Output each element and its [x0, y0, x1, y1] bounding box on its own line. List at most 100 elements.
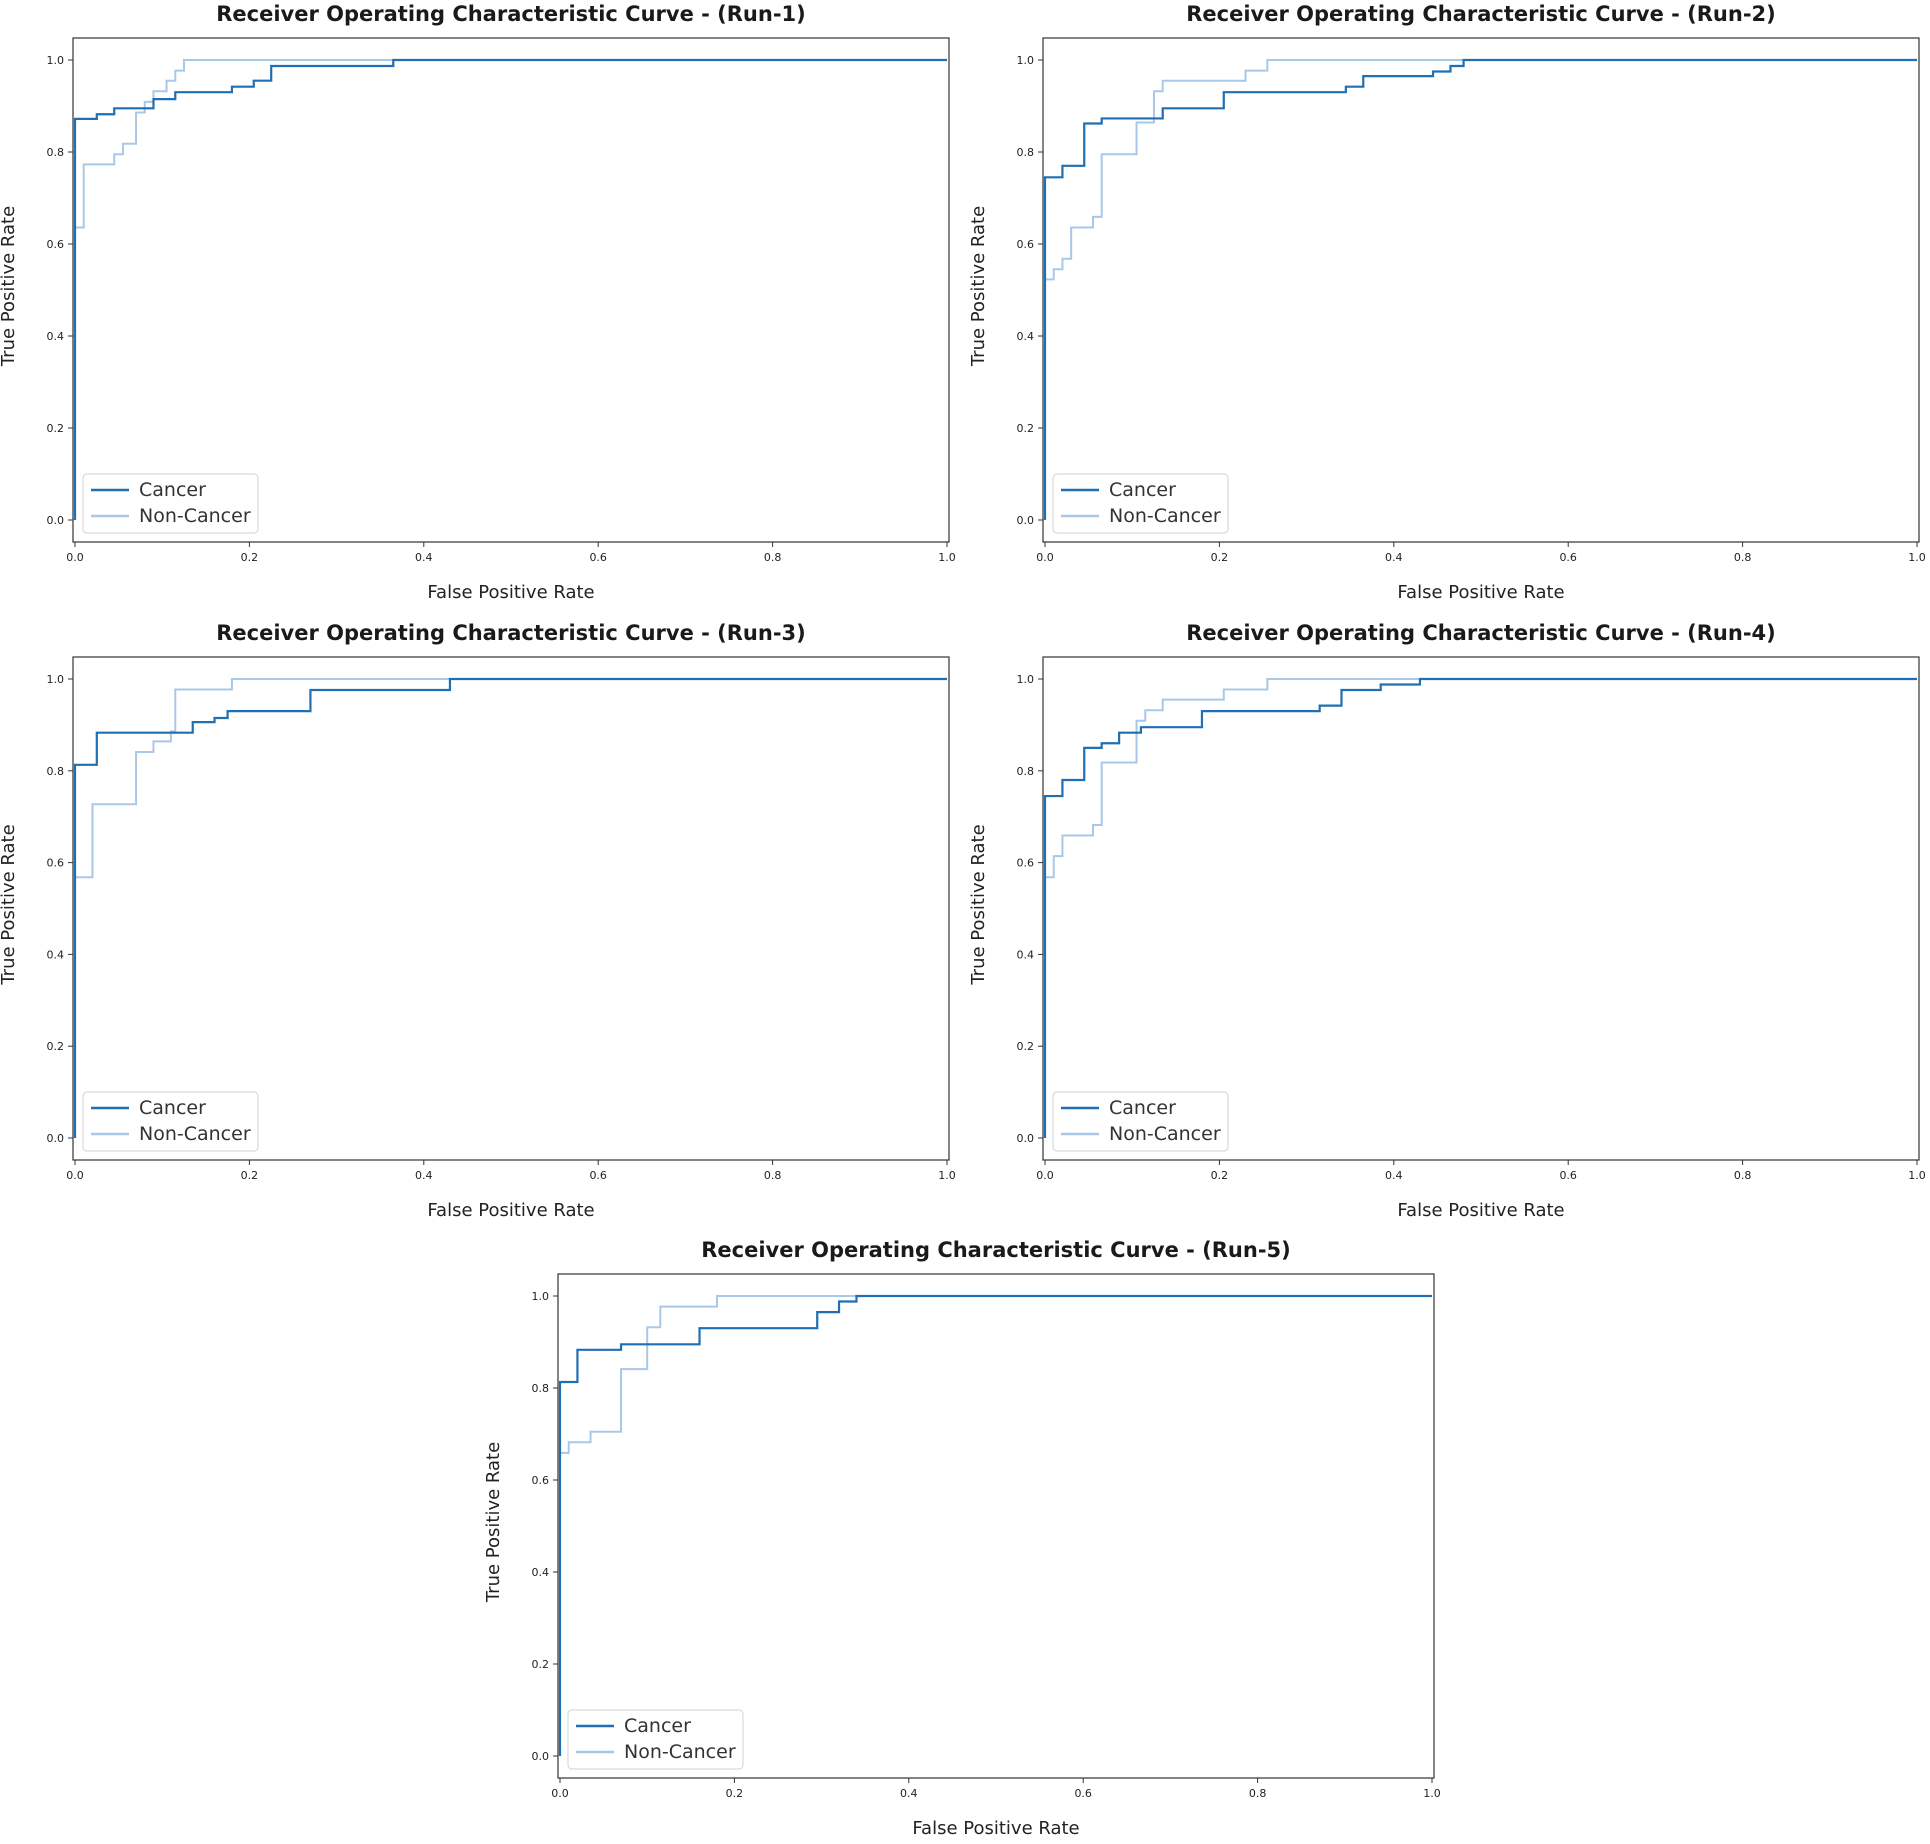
legend-label: Non-Cancer: [139, 1123, 251, 1145]
chart-title: Receiver Operating Characteristic Curve …: [1186, 621, 1776, 645]
y-tick-label: 1.0: [47, 54, 65, 67]
y-axis-label: True Positive Rate: [0, 824, 19, 985]
y-axis-label: True Positive Rate: [483, 1442, 504, 1603]
y-tick-label: 0.0: [532, 1750, 550, 1763]
legend-label: Cancer: [624, 1715, 691, 1737]
axes-frame: [72, 656, 950, 1161]
series-line-non-cancer: [74, 678, 947, 1138]
y-tick-label: 0.0: [47, 1132, 65, 1145]
x-tick-label: 0.2: [1211, 1169, 1229, 1182]
y-tick-label: 0.8: [1017, 146, 1035, 159]
x-tick-label: 0.8: [1249, 1787, 1267, 1800]
legend-label: Cancer: [1109, 1097, 1176, 1119]
x-tick-label: 0.0: [66, 551, 84, 564]
series-line-non-cancer: [1044, 678, 1917, 1138]
series-line-non-cancer: [559, 1295, 1432, 1756]
x-axis-label: False Positive Rate: [1397, 1200, 1564, 1221]
legend-box: [567, 1709, 744, 1770]
x-tick-label: 0.8: [764, 551, 782, 564]
axes-frame: [72, 37, 950, 543]
x-tick-label: 0.6: [1559, 1169, 1577, 1182]
y-tick-label: 0.6: [47, 238, 65, 251]
y-tick-label: 0.2: [532, 1658, 550, 1671]
y-tick-label: 0.4: [47, 948, 65, 961]
series-line-cancer: [73, 58, 947, 520]
roc-panel-run-3: Receiver Operating Characteristic Curve …: [0, 621, 956, 1221]
axes-frame: [1042, 656, 1920, 1161]
legend: Cancer Non-Cancer: [1052, 1091, 1229, 1152]
roc-panel-run-1: Receiver Operating Characteristic Curve …: [0, 2, 956, 603]
legend: Cancer Non-Cancer: [567, 1709, 744, 1770]
x-tick-label: 0.8: [1734, 1169, 1752, 1182]
series-line-cancer: [558, 1294, 1432, 1756]
y-tick-label: 0.4: [47, 330, 65, 343]
legend: Cancer Non-Cancer: [1052, 473, 1229, 534]
legend: Cancer Non-Cancer: [82, 1091, 259, 1152]
y-tick-label: 0.8: [47, 765, 65, 778]
y-axis-label: True Positive Rate: [968, 824, 989, 985]
x-tick-label: 0.4: [415, 1169, 433, 1182]
series-line-cancer: [1043, 58, 1917, 520]
chart-title: Receiver Operating Characteristic Curve …: [216, 2, 806, 26]
y-tick-label: 0.2: [1017, 422, 1035, 435]
x-tick-label: 1.0: [938, 1169, 956, 1182]
x-tick-label: 0.0: [1036, 1169, 1054, 1182]
x-tick-label: 0.6: [589, 1169, 607, 1182]
legend-label: Non-Cancer: [1109, 505, 1221, 527]
y-tick-label: 0.0: [47, 514, 65, 527]
x-axis-label: False Positive Rate: [912, 1818, 1079, 1839]
x-tick-label: 0.0: [551, 1787, 569, 1800]
legend-label: Non-Cancer: [1109, 1123, 1221, 1145]
y-tick-label: 0.4: [532, 1566, 550, 1579]
x-tick-label: 1.0: [1423, 1787, 1441, 1800]
y-axis-label: True Positive Rate: [0, 206, 19, 367]
legend-label: Non-Cancer: [139, 505, 251, 527]
x-tick-label: 0.6: [1074, 1787, 1092, 1800]
chart-title: Receiver Operating Characteristic Curve …: [701, 1238, 1291, 1262]
x-tick-label: 0.2: [241, 1169, 259, 1182]
x-tick-label: 0.8: [1734, 551, 1752, 564]
chart-title: Receiver Operating Characteristic Curve …: [1186, 2, 1776, 26]
x-tick-label: 0.4: [1385, 1169, 1403, 1182]
y-tick-label: 0.6: [1017, 857, 1035, 870]
x-tick-label: 1.0: [1908, 1169, 1926, 1182]
series-line-cancer: [73, 677, 947, 1138]
y-tick-label: 0.4: [1017, 948, 1035, 961]
x-axis-label: False Positive Rate: [427, 582, 594, 603]
legend: Cancer Non-Cancer: [82, 473, 259, 534]
y-tick-label: 0.4: [1017, 330, 1035, 343]
y-tick-label: 0.6: [1017, 238, 1035, 251]
y-tick-label: 0.6: [47, 857, 65, 870]
series-line-cancer: [1043, 677, 1917, 1138]
legend-label: Cancer: [139, 479, 206, 501]
x-tick-label: 1.0: [1908, 551, 1926, 564]
x-tick-label: 0.2: [1211, 551, 1229, 564]
x-tick-label: 0.4: [1385, 551, 1403, 564]
x-tick-label: 0.0: [1036, 551, 1054, 564]
x-tick-label: 0.4: [900, 1787, 918, 1800]
x-tick-label: 0.2: [726, 1787, 744, 1800]
legend-box: [1052, 473, 1229, 534]
y-tick-label: 1.0: [47, 673, 65, 686]
chart-title: Receiver Operating Characteristic Curve …: [216, 621, 806, 645]
x-tick-label: 1.0: [938, 551, 956, 564]
axes-frame: [557, 1273, 1435, 1779]
roc-panel-run-5: Receiver Operating Characteristic Curve …: [483, 1238, 1441, 1839]
x-axis-label: False Positive Rate: [427, 1200, 594, 1221]
axes-frame: [1042, 37, 1920, 543]
legend-box: [82, 473, 259, 534]
legend-box: [1052, 1091, 1229, 1152]
legend-label: Non-Cancer: [624, 1741, 736, 1763]
y-tick-label: 1.0: [1017, 673, 1035, 686]
x-axis-label: False Positive Rate: [1397, 582, 1564, 603]
y-tick-label: 0.2: [47, 422, 65, 435]
x-tick-label: 0.8: [764, 1169, 782, 1182]
roc-panel-run-4: Receiver Operating Characteristic Curve …: [968, 621, 1926, 1221]
y-tick-label: 1.0: [532, 1290, 550, 1303]
y-tick-label: 1.0: [1017, 54, 1035, 67]
x-tick-label: 0.0: [66, 1169, 84, 1182]
x-tick-label: 0.4: [415, 551, 433, 564]
y-tick-label: 0.8: [47, 146, 65, 159]
y-tick-label: 0.2: [1017, 1040, 1035, 1053]
